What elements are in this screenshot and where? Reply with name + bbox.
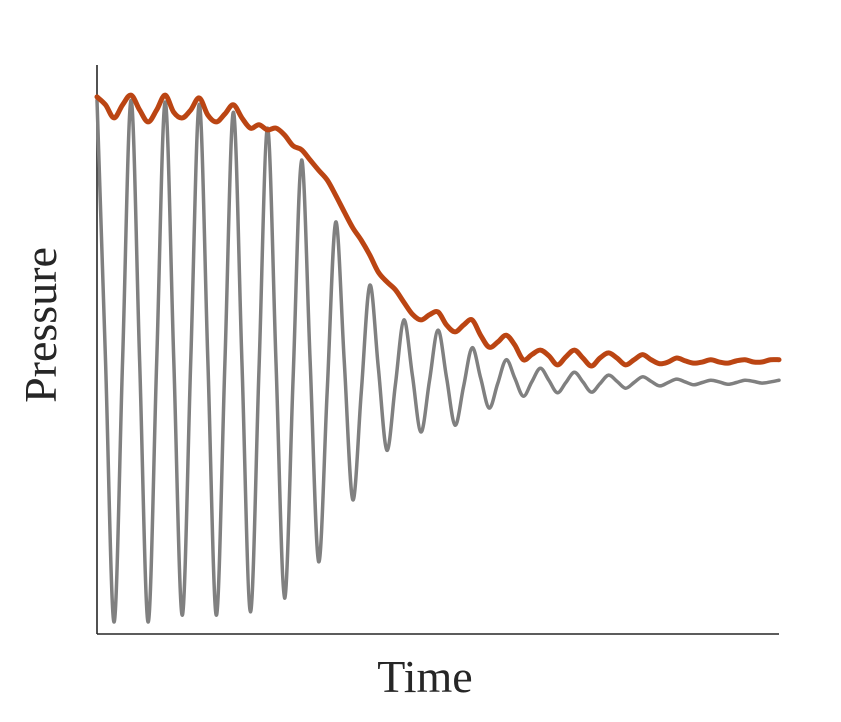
y-axis-label: Pressure [15, 247, 66, 403]
x-axis-label: Time [377, 651, 472, 702]
line-series [95, 98, 781, 624]
line-series [94, 92, 782, 369]
